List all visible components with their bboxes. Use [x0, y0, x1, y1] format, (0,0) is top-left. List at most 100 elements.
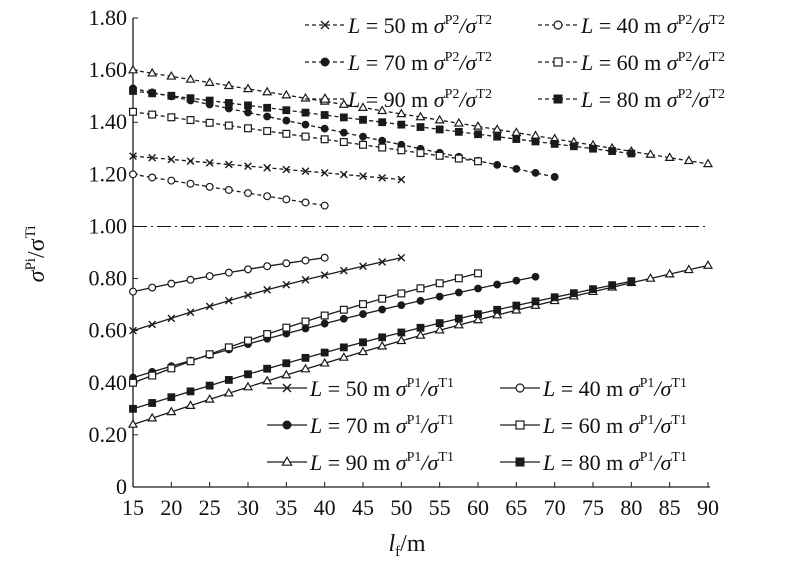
marker-open-triangle: [319, 92, 331, 103]
marker-open-square: [435, 279, 444, 288]
legend-label-part: T1: [671, 450, 687, 465]
x-tick-label: 60: [467, 495, 489, 520]
x-tick-label: 70: [544, 495, 566, 520]
x-tick-label: 40: [314, 495, 336, 520]
marker-open-square: [186, 116, 195, 125]
marker-open-circle: [282, 259, 291, 268]
y-tick-label: 1.60: [89, 57, 128, 82]
legend-label-part: σ: [434, 87, 446, 112]
marker-open-triangle: [281, 369, 292, 379]
marker-open-circle: [148, 283, 157, 292]
legend-label-part: T2: [709, 50, 725, 65]
legend-label-part: /σ: [690, 50, 710, 75]
marker-cross: [282, 280, 291, 289]
marker-open-circle: [224, 185, 233, 194]
series-11: [129, 277, 636, 413]
marker-filled-square: [531, 137, 540, 146]
y-axis-title: σPi/σTi: [23, 226, 50, 283]
marker-filled-square: [339, 343, 348, 352]
legend-label-part: /σ: [690, 87, 710, 112]
legend-label-part: /σ: [419, 413, 439, 438]
marker-open-triangle: [147, 67, 158, 77]
marker-filled-square: [148, 89, 157, 98]
marker-open-square: [339, 305, 348, 314]
marker-open-square: [320, 311, 329, 320]
marker-filled-square: [454, 127, 463, 136]
marker-filled-circle: [339, 128, 348, 137]
series-line: [132, 173, 325, 207]
y-tick-label: 1.00: [89, 213, 128, 238]
marker-filled-circle: [320, 124, 329, 133]
x-tick-label: 15: [122, 495, 144, 520]
series-line: [132, 87, 555, 178]
legend-label: L = 50 m σP1/σT1: [309, 376, 454, 401]
y-axis-title-slash: /σ: [24, 238, 50, 258]
marker-cross: [224, 160, 233, 169]
marker-filled-square: [493, 305, 502, 314]
legend-entry: L = 80 m σP1/σT1: [500, 450, 687, 475]
marker-open-circle: [167, 176, 176, 185]
marker-filled-square: [474, 130, 482, 139]
marker-cross: [205, 158, 214, 167]
marker-filled-circle: [512, 276, 521, 285]
marker-cross: [244, 291, 252, 300]
legend-label-part: L: [309, 450, 322, 475]
legend-label-part: P2: [678, 13, 693, 28]
x-tick-label: 25: [199, 495, 221, 520]
marker-cross: [339, 170, 348, 179]
marker-open-square: [301, 317, 310, 326]
marker-open-square: [244, 124, 253, 133]
marker-open-triangle: [434, 324, 445, 334]
legend-label-part: σ: [667, 13, 679, 38]
marker-filled-circle: [397, 301, 406, 310]
legend-label: L = 80 m σP1/σT1: [542, 450, 687, 475]
marker-filled-circle: [282, 420, 292, 430]
x-axis-title: lf/m: [388, 531, 425, 560]
marker-open-square: [359, 300, 368, 309]
marker-cross: [263, 285, 272, 294]
marker-filled-circle: [359, 310, 367, 318]
x-tick-label: 85: [659, 495, 681, 520]
series-0: [129, 152, 406, 184]
legend-entry: L = 70 m σP1/σT1: [267, 413, 454, 438]
marker-open-square: [454, 154, 463, 163]
legend-label-part: σ: [396, 413, 408, 438]
series-6: [129, 253, 406, 335]
marker-open-triangle: [434, 114, 445, 124]
marker-open-triangle: [127, 64, 139, 74]
marker-filled-square: [148, 399, 157, 407]
marker-filled-square: [627, 149, 636, 158]
x-tick-label: 75: [582, 495, 604, 520]
legend-label-part: /σ: [690, 13, 710, 38]
legend-label-part: /σ: [652, 413, 672, 438]
marker-filled-square: [205, 381, 214, 390]
marker-open-triangle: [357, 346, 369, 356]
legend-label-part: = 40 m: [555, 376, 629, 401]
marker-open-triangle: [204, 77, 215, 86]
legend-label-part: σ: [629, 450, 641, 475]
marker-open-triangle: [664, 268, 675, 278]
marker-open-triangle: [185, 74, 196, 83]
marker-filled-circle: [550, 173, 559, 181]
x-tick-label: 20: [160, 495, 182, 520]
marker-filled-circle: [493, 160, 502, 169]
legend-label-part: P2: [445, 50, 460, 65]
marker-filled-square: [244, 370, 252, 379]
legend-label-part: T2: [709, 13, 725, 28]
marker-cross: [129, 326, 137, 335]
marker-open-circle: [186, 275, 195, 284]
legend-entry: L = 70 m σP2/σT2: [305, 50, 492, 75]
legend-label-part: T1: [438, 450, 454, 465]
y-tick-label: 0.40: [89, 370, 128, 395]
marker-filled-circle: [493, 280, 502, 289]
marker-open-circle: [263, 192, 272, 201]
marker-filled-circle: [416, 296, 425, 305]
marker-filled-square: [493, 132, 502, 141]
marker-cross: [320, 271, 329, 280]
marker-cross: [263, 163, 272, 172]
marker-filled-square: [589, 285, 597, 294]
marker-open-triangle: [683, 264, 694, 274]
marker-open-triangle: [492, 124, 503, 133]
marker-filled-circle: [531, 169, 540, 177]
